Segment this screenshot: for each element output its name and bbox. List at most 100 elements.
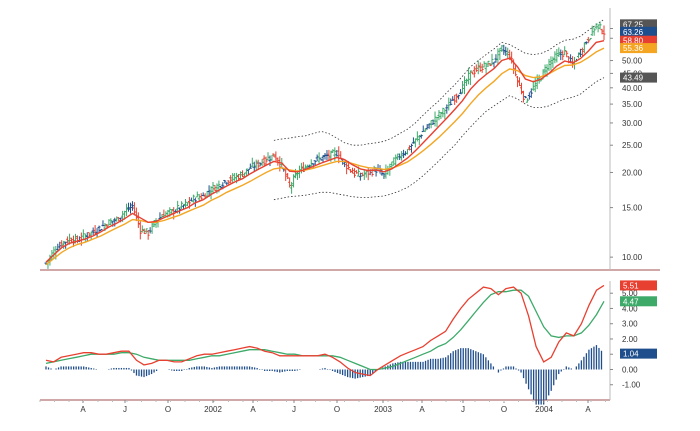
ohlc-bar <box>201 192 205 197</box>
ohlc-bar <box>547 58 551 71</box>
ohlc-bar <box>594 23 598 30</box>
ohlc-bar <box>101 220 105 227</box>
value-tag: 67.25 <box>620 19 657 30</box>
ohlc-bar <box>427 123 431 129</box>
ohlc-bar <box>351 167 355 174</box>
ohlc-bar <box>91 227 95 236</box>
ohlc-bar <box>50 249 54 261</box>
ohlc-bar <box>191 194 195 203</box>
x-tick-label: A <box>250 405 256 414</box>
ohlc-bar <box>315 154 319 162</box>
ohlc-bar <box>229 175 233 184</box>
ohlc-bar <box>317 152 321 165</box>
ohlc-bar <box>463 76 466 95</box>
ohlc-bar <box>146 229 150 240</box>
ohlc-bar <box>476 60 480 75</box>
macd-tick-label: 2.00 <box>622 335 638 344</box>
ohlc-bar <box>213 185 217 192</box>
ohlc-bar <box>209 186 213 200</box>
ohlc-bar <box>358 172 362 181</box>
ohlc-bar <box>590 25 594 36</box>
ohlc-bar <box>417 135 421 145</box>
ohlc-bar <box>435 116 439 127</box>
ohlc-bar <box>66 236 70 244</box>
ohlc-bar <box>325 150 329 160</box>
x-tick-label: O <box>165 405 171 414</box>
value-tag: 63.26 <box>620 26 657 37</box>
ohlc-bar <box>184 199 187 208</box>
macd-lines <box>45 284 605 377</box>
ohlc-bar <box>464 78 468 86</box>
ohlc-bar <box>231 173 235 183</box>
ohlc-bar <box>130 201 134 211</box>
ohlc-bar <box>319 158 323 161</box>
ohlc-bar <box>578 48 582 57</box>
ohlc-bar <box>600 28 604 35</box>
value-tag-label: 4.47 <box>623 297 639 306</box>
value-tag-box <box>620 348 657 359</box>
ohlc-bar <box>392 157 396 166</box>
ohlc-bar <box>239 171 243 180</box>
macd-tick-label: 0.00 <box>622 365 638 374</box>
value-tag-label: 67.25 <box>623 20 644 29</box>
x-tick-label: A <box>419 405 425 414</box>
ohlc-bar <box>482 61 486 68</box>
ohlc-bar <box>402 149 406 159</box>
ohlc-bar <box>447 97 451 111</box>
ohlc-bar <box>470 71 474 75</box>
macd-tick-label: -1.00 <box>622 381 641 390</box>
ohlc-bar <box>506 47 510 60</box>
value-tag-label: 55.36 <box>623 44 644 53</box>
ohlc-bar <box>352 168 356 178</box>
price-tick-label: 40.00 <box>622 84 643 93</box>
price-ohlc-bars <box>44 21 606 269</box>
ohlc-bar <box>327 149 331 161</box>
ohlc-bar <box>117 217 121 222</box>
ohlc-bar <box>557 47 561 58</box>
ohlc-bar <box>260 159 264 167</box>
ohlc-bar <box>523 96 527 99</box>
ohlc-bar <box>60 240 64 248</box>
ohlc-bar <box>472 66 476 78</box>
ohlc-bar <box>407 145 411 151</box>
value-tag-label: 63.26 <box>623 28 644 37</box>
ohlc-bar <box>596 24 600 33</box>
macd-tick-label: 5.00 <box>622 289 638 298</box>
ohlc-bar <box>525 98 529 103</box>
price-tick-label: 35.00 <box>622 100 643 109</box>
ohlc-bar <box>180 201 184 210</box>
ohlc-bar <box>453 94 457 105</box>
ohlc-bar <box>559 49 563 61</box>
value-tag: 4.47 <box>620 296 657 307</box>
price-tick-label: 50.00 <box>622 57 643 66</box>
ohlc-bar <box>270 154 274 161</box>
ohlc-bar <box>474 64 478 73</box>
ohlc-bar <box>549 56 553 71</box>
x-tick-label: A <box>585 405 591 414</box>
x-tick-label: 2002 <box>204 405 222 414</box>
ohlc-bar <box>518 77 522 87</box>
ohlc-bar <box>584 41 588 45</box>
ohlc-bar <box>58 241 62 249</box>
ohlc-bar <box>72 235 76 247</box>
ohlc-bar <box>303 164 307 170</box>
ohlc-bar <box>429 120 433 129</box>
ohlc-bar <box>486 60 490 67</box>
ohlc-bar <box>553 51 557 64</box>
x-tick-label: J <box>123 405 127 414</box>
ohlc-bar <box>233 173 237 181</box>
ohlc-bar <box>354 170 358 174</box>
signal-line <box>45 289 605 371</box>
ohlc-bar <box>107 219 111 226</box>
ohlc-bar <box>419 134 423 139</box>
ohlc-bar <box>400 151 404 161</box>
ohlc-bar <box>455 93 459 103</box>
ohlc-bar <box>244 168 248 177</box>
ohlc-bar <box>441 107 445 118</box>
value-tag: 1.04 <box>620 348 657 359</box>
ohlc-bar <box>158 212 162 220</box>
ohlc-bar <box>461 80 465 94</box>
ohlc-bar <box>250 157 254 168</box>
ohlc-bar <box>225 182 229 186</box>
